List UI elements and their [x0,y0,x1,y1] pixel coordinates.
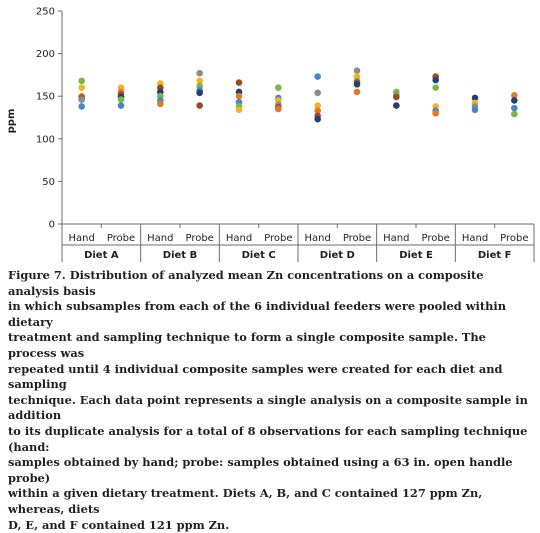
technique-label-probe: Probe [107,233,135,244]
data-point [511,97,518,104]
technique-label-hand: Hand [147,233,173,244]
data-point [511,105,518,112]
caption-line: in which subsamples from each of the 6 i… [8,299,534,330]
y-tick-label: 0 [49,220,55,231]
data-point [78,84,85,91]
y-tick-label: 150 [36,92,55,103]
data-point [196,89,203,96]
diet-label-diet-e: Diet E [399,250,433,261]
technique-label-hand: Hand [462,233,488,244]
caption-line: samples obtained by hand; probe: samples… [8,455,534,486]
y-axis: 0 50 100 150 200 250 [36,7,62,231]
data-point [236,93,243,100]
x-axis: Hand Probe Diet A Hand Probe Diet B Hand Probe D… [62,224,534,262]
technique-label-probe: Probe [264,233,292,244]
diet-label-diet-d: Diet D [320,250,355,261]
zn-concentration-chart: 0 50 100 150 200 250 Hand Probe Diet A Hand Probe… [0,0,540,262]
caption-line: technique. Each data point represents a … [8,393,534,424]
data-point [78,96,85,103]
data-point [511,111,518,118]
technique-label-hand: Hand [383,233,409,244]
data-point [393,102,400,109]
technique-label-hand: Hand [68,233,94,244]
technique-label-hand: Hand [226,233,252,244]
caption-line: Figure 7. Distribution of analyzed mean … [8,268,534,299]
diet-label-diet-c: Diet C [242,250,276,261]
data-point [196,102,203,109]
data-point [236,79,243,86]
data-point [236,107,243,114]
technique-label-probe: Probe [421,233,449,244]
data-point [78,103,85,110]
data-point [275,106,282,113]
data-point [118,102,125,109]
data-point [354,81,361,88]
data-point [393,94,400,101]
caption-line: D, E, and F contained 121 ppm Zn. [8,518,534,533]
y-tick-label: 100 [36,134,55,145]
data-point [157,101,164,108]
data-point [432,84,439,91]
y-tick-label: 50 [42,177,55,188]
data-point [354,67,361,74]
technique-label-probe: Probe [185,233,213,244]
data-point [196,70,203,77]
caption-line: repeated until 4 individual composite sa… [8,362,534,393]
diet-label-diet-a: Diet A [84,250,119,261]
data-point [314,73,321,80]
data-points [78,67,517,122]
data-point [314,89,321,96]
diet-label-diet-b: Diet B [163,250,197,261]
data-point [275,84,282,91]
caption-line: treatment and sampling technique to form… [8,330,534,361]
data-point [118,96,125,103]
technique-label-probe: Probe [500,233,528,244]
data-point [472,107,479,114]
data-point [78,78,85,85]
y-axis-title: ppm [6,109,17,134]
data-point [354,89,361,96]
y-tick-label: 200 [36,49,55,60]
figure-caption: Figure 7. Distribution of analyzed mean … [8,268,534,533]
caption-line: to its duplicate analysis for a total of… [8,424,534,455]
data-point [432,110,439,117]
data-point [432,77,439,84]
technique-label-probe: Probe [343,233,371,244]
technique-label-hand: Hand [304,233,330,244]
diet-label-diet-f: Diet F [478,250,512,261]
data-point [314,116,321,123]
y-tick-label: 250 [36,7,55,18]
caption-line: within a given dietary treatment. Diets … [8,486,534,517]
